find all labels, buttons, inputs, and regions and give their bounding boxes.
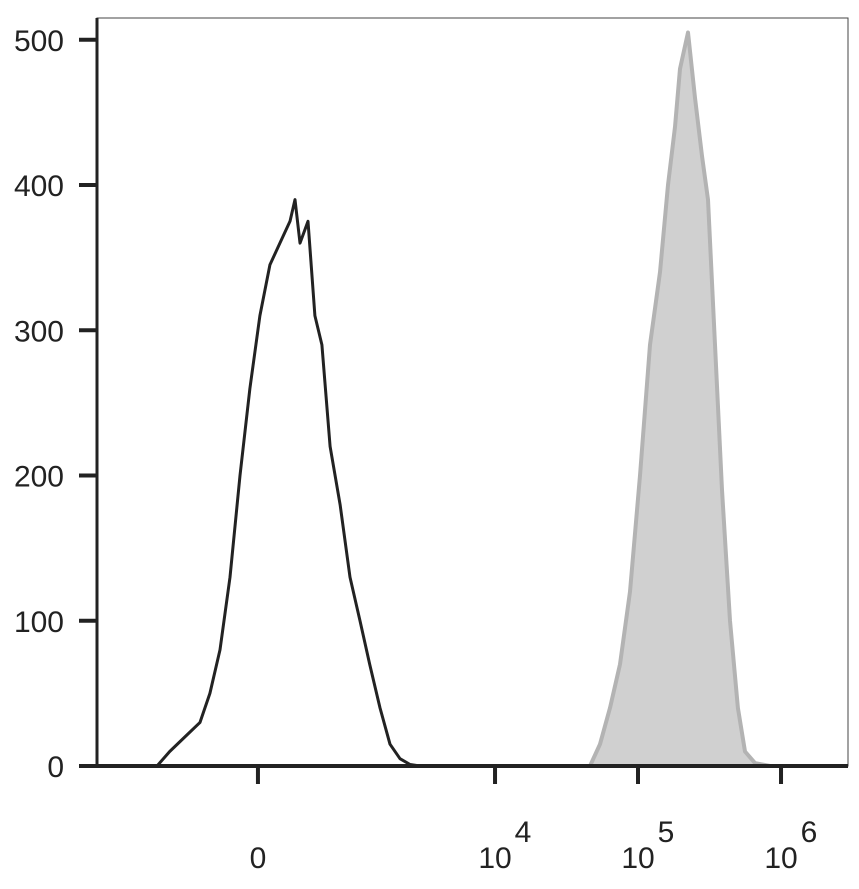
y-tick-label: 200 bbox=[14, 461, 64, 494]
x-tick-base: 10 bbox=[621, 842, 654, 875]
x-tick-base: 10 bbox=[764, 842, 797, 875]
x-tick-label: 105 bbox=[621, 816, 674, 875]
x-tick-label: 106 bbox=[764, 816, 817, 875]
x-tick-exponent: 5 bbox=[658, 816, 675, 849]
x-tick-label: 104 bbox=[478, 816, 531, 875]
y-tick-label: 500 bbox=[14, 25, 64, 58]
histogram-area bbox=[589, 32, 770, 766]
x-tick-label: 0 bbox=[250, 842, 267, 875]
x-tick-exponent: 4 bbox=[515, 816, 532, 849]
y-tick-label: 100 bbox=[14, 606, 64, 639]
x-tick-exponent: 6 bbox=[801, 816, 818, 849]
y-tick-label: 0 bbox=[47, 751, 64, 784]
plot-frame bbox=[96, 17, 849, 767]
y-tick-label: 400 bbox=[14, 170, 64, 203]
histogram-line bbox=[155, 198, 421, 768]
histogram-line bbox=[588, 30, 771, 768]
x-tick-base: 10 bbox=[478, 842, 511, 875]
y-tick-label: 300 bbox=[14, 315, 64, 348]
